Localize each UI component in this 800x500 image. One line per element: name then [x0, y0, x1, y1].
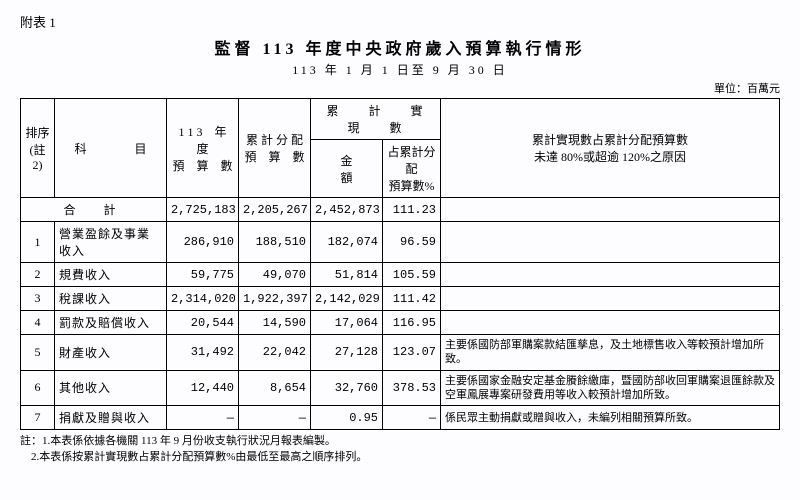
col-budget113: 1 1 3 年 度預 算 數: [167, 99, 239, 198]
row-b113: 2,314,020: [167, 287, 239, 311]
table-row: 4罰款及賠償收入20,54414,59017,064116.95: [21, 311, 780, 335]
row-alloc: —: [239, 406, 311, 430]
row-b113: 286,910: [167, 222, 239, 263]
total-row: 合 計 2,725,183 2,205,267 2,452,873 111.23: [21, 198, 780, 222]
row-amt: 27,128: [311, 335, 383, 371]
row-alloc: 22,042: [239, 335, 311, 371]
row-pct: 116.95: [383, 311, 441, 335]
row-index: 1: [21, 222, 55, 263]
row-amt: 32,760: [311, 370, 383, 406]
total-b113: 2,725,183: [167, 198, 239, 222]
row-b113: 59,775: [167, 263, 239, 287]
row-reason: [441, 263, 780, 287]
row-amt: 182,074: [311, 222, 383, 263]
row-index: 4: [21, 311, 55, 335]
attachment-label: 附表 1: [20, 12, 780, 31]
notes-prefix: 註：: [20, 435, 42, 447]
table-row: 1營業盈餘及事業收入286,910188,510182,07496.59: [21, 222, 780, 263]
row-reason: [441, 311, 780, 335]
row-pct: 378.53: [383, 370, 441, 406]
row-amt: 0.95: [311, 406, 383, 430]
row-b113: 20,544: [167, 311, 239, 335]
row-index: 5: [21, 335, 55, 371]
row-reason: [441, 222, 780, 263]
row-pct: 105.59: [383, 263, 441, 287]
row-index: 2: [21, 263, 55, 287]
col-subject: 科 目: [55, 99, 167, 198]
row-alloc: 1,922,397: [239, 287, 311, 311]
total-label: 合 計: [21, 198, 167, 222]
row-b113: 12,440: [167, 370, 239, 406]
row-subject: 營業盈餘及事業收入: [55, 222, 167, 263]
unit-label: 單位：百萬元: [20, 80, 780, 96]
row-subject: 罰款及賠償收入: [55, 311, 167, 335]
row-alloc: 14,590: [239, 311, 311, 335]
total-pct: 111.23: [383, 198, 441, 222]
table-row: 3稅課收入2,314,0201,922,3972,142,029111.42: [21, 287, 780, 311]
row-reason: [441, 287, 780, 311]
row-index: 3: [21, 287, 55, 311]
row-reason: 主要係國防部軍購案款結匯孳息，及土地標售收入等較預計增加所致。: [441, 335, 780, 371]
row-pct: 96.59: [383, 222, 441, 263]
row-amt: 51,814: [311, 263, 383, 287]
note-1: 1.本表係依據各機關 113 年 9 月份收支執行狀況月報表編製。: [42, 435, 336, 447]
row-subject: 稅課收入: [55, 287, 167, 311]
row-subject: 財產收入: [55, 335, 167, 371]
table-row: 2規費收入59,77549,07051,814105.59: [21, 263, 780, 287]
row-pct: 123.07: [383, 335, 441, 371]
row-reason: 主要係國家金融安定基金賸餘繳庫，暨國防部收回軍購案退匯餘款及空軍鳳展專案研發費用…: [441, 370, 780, 406]
page-title: 監督 113 年度中央政府歲入預算執行情形: [20, 35, 780, 59]
row-reason: 係民眾主動捐獻或贈與收入，未編列相關預算所致。: [441, 406, 780, 430]
row-alloc: 188,510: [239, 222, 311, 263]
col-amount: 金 額: [311, 140, 383, 198]
col-cum-alloc: 累 計 分 配預 算 數: [239, 99, 311, 198]
row-amt: 2,142,029: [311, 287, 383, 311]
total-reason: [441, 198, 780, 222]
notes: 註：1.本表係依據各機關 113 年 9 月份收支執行狀況月報表編製。 2.本表…: [20, 434, 780, 465]
row-amt: 17,064: [311, 311, 383, 335]
row-subject: 捐獻及贈與收入: [55, 406, 167, 430]
table-row: 5財產收入31,49222,04227,128123.07主要係國防部軍購案款結…: [21, 335, 780, 371]
total-alloc: 2,205,267: [239, 198, 311, 222]
row-b113: 31,492: [167, 335, 239, 371]
date-range: 113 年 1 月 1 日至 9 月 30 日: [20, 61, 780, 78]
table-row: 7捐獻及贈與收入——0.95—係民眾主動捐獻或贈與收入，未編列相關預算所致。: [21, 406, 780, 430]
row-pct: —: [383, 406, 441, 430]
row-alloc: 49,070: [239, 263, 311, 287]
row-subject: 其他收入: [55, 370, 167, 406]
row-b113: —: [167, 406, 239, 430]
row-index: 6: [21, 370, 55, 406]
budget-table: 排序(註2) 科 目 1 1 3 年 度預 算 數 累 計 分 配預 算 數 累…: [20, 98, 780, 430]
row-pct: 111.42: [383, 287, 441, 311]
col-rank: 排序(註2): [21, 99, 55, 198]
row-alloc: 8,654: [239, 370, 311, 406]
row-index: 7: [21, 406, 55, 430]
note-2: 2.本表係按累計實現數占累計分配預算數%由最低至最高之順序排列。: [31, 451, 367, 463]
total-amt: 2,452,873: [311, 198, 383, 222]
col-reason: 累計實現數占累計分配預算數未達 80%或超逾 120%之原因: [441, 99, 780, 198]
row-subject: 規費收入: [55, 263, 167, 287]
col-pct: 占累計分配預算數%: [383, 140, 441, 198]
col-cum-real-group: 累 計 實 現 數: [311, 99, 441, 140]
table-row: 6其他收入12,4408,65432,760378.53主要係國家金融安定基金賸…: [21, 370, 780, 406]
